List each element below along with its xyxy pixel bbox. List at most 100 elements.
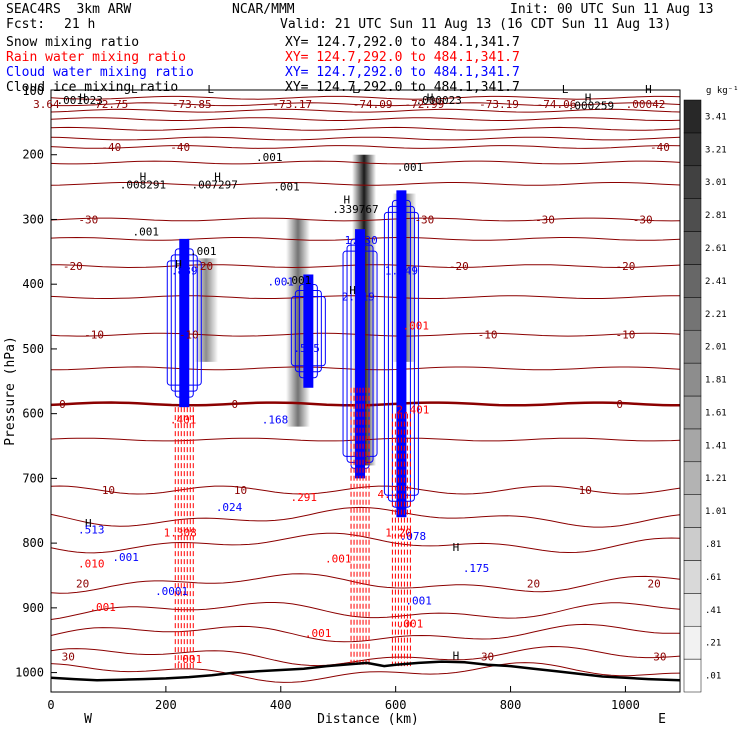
value-label: .339767: [332, 203, 378, 216]
colorbar-label: 1.81: [705, 376, 727, 386]
temperature-contour: [50, 662, 681, 683]
init-time: Init: 00 UTC Sun 11 Aug 13: [510, 2, 714, 17]
value-label: .0001: [155, 585, 188, 598]
temperature-contour: [50, 108, 681, 113]
value-label: .001: [256, 151, 283, 164]
temperature-contour: [50, 117, 681, 121]
colorbar-label: 1.01: [705, 507, 727, 517]
y-top-label: 100: [22, 84, 44, 98]
extremum-marker: L: [207, 83, 214, 96]
colorbar-swatch: [683, 658, 702, 693]
temperature-label: -30: [633, 213, 653, 226]
top-contour-label: -72.75: [89, 98, 129, 111]
colorbar-swatch: [683, 593, 702, 627]
value-label: .001023: [57, 94, 103, 107]
colorbar-swatch: [683, 99, 702, 134]
value-label: .168: [262, 413, 289, 426]
value-label: .001: [133, 226, 160, 239]
temperature-label: -20: [63, 260, 83, 273]
colorbar-swatch: [683, 198, 702, 232]
colorbar-label: 2.81: [705, 211, 727, 221]
temperature-contours: [50, 95, 681, 683]
extremum-marker: H: [349, 284, 356, 297]
top-contour-label: .00042: [626, 98, 666, 111]
temperature-label: -30: [535, 213, 555, 226]
value-label: .001: [268, 275, 295, 288]
top-contour-label: -74.09: [353, 98, 393, 111]
temperature-contour: [50, 126, 681, 131]
cloud-1-contour: [166, 260, 202, 386]
cloud-1-contour: [174, 248, 194, 398]
temperature-contour: [50, 645, 681, 667]
temperature-label: -10: [615, 329, 635, 342]
forecast-label: Fcst:: [6, 17, 46, 32]
value-label: .513: [78, 523, 105, 536]
colorbar-label: .81: [705, 540, 721, 550]
temperature-contour: [50, 532, 681, 554]
colorbar-swatch: [683, 494, 702, 528]
temperature-label: -40: [650, 141, 670, 154]
temperature-contour: [50, 145, 681, 149]
temperature-contour: [50, 401, 680, 407]
y-tick-label: 1000: [15, 666, 44, 680]
cloud-1-core: [179, 238, 190, 408]
temperature-contour: [50, 485, 681, 495]
value-label: .545: [293, 342, 320, 355]
temperature-contour: [50, 295, 680, 299]
snow-shade-column: [194, 258, 219, 362]
extremum-marker: H: [85, 517, 92, 530]
colorbar-swatch: [683, 297, 702, 331]
value-label: .007297: [192, 178, 238, 191]
temperature-contour: [51, 366, 681, 371]
temperature-contour: [50, 95, 681, 100]
y-tick-label: 500: [22, 342, 44, 356]
extremum-marker: H: [140, 171, 147, 184]
temperature-label: -20: [193, 260, 213, 273]
cloud-4-core: [396, 190, 407, 518]
temperature-contour: [50, 437, 681, 442]
terrain-line: [50, 660, 681, 682]
temperature-label: 10: [102, 484, 115, 497]
colorbar-label: 1.41: [705, 441, 727, 451]
colorbar-label: 2.21: [705, 310, 727, 320]
colorbar-label: 2.61: [705, 244, 727, 254]
legend-cloud-ice-label: Cloud ice mixing ratio: [6, 80, 179, 95]
temperature-contour: [50, 102, 681, 107]
value-label: .078: [400, 530, 427, 543]
legend-cloud-water-xy: XY= 124.7,292.0 to 484.1,341.7: [285, 65, 520, 80]
temperature-label: -30: [78, 213, 98, 226]
cloud-1-contour: [170, 254, 198, 392]
temperature-contour: [50, 217, 681, 222]
extremum-marker: H: [645, 83, 652, 96]
colorbar-swatch: [683, 428, 702, 463]
value-label: .401: [170, 413, 197, 426]
colorbar-label: .41: [705, 606, 721, 616]
value-label: .889: [171, 264, 198, 277]
temperature-contour: [50, 602, 681, 620]
y-tick-label: 400: [22, 277, 44, 291]
forecast-hour: 21 h: [64, 17, 96, 32]
extremum-marker: L: [131, 83, 138, 96]
extremum-marker: H: [453, 541, 460, 554]
extremum-marker: H: [214, 171, 221, 184]
colorbar-swatch: [683, 560, 702, 594]
temperature-contour: [50, 236, 681, 241]
value-label: .001: [305, 627, 332, 640]
colorbar-swatch: [683, 132, 702, 167]
colorbar-label: 3.01: [705, 178, 727, 188]
value-label: .001: [285, 274, 312, 287]
temperature-label: -40: [101, 141, 121, 154]
y-tick-label: 800: [22, 536, 44, 550]
temperature-label: -10: [84, 329, 104, 342]
colorbar-swatch: [683, 329, 702, 364]
extremum-marker: L: [352, 83, 359, 96]
axes: 0 200 400 600 800 100020030040050060070080090…: [15, 148, 640, 712]
x-axis-label: Distance (km): [317, 712, 419, 727]
temperature-label: 30: [653, 650, 666, 663]
temperature-contour: [51, 264, 681, 269]
y-axis-label: Pressure (hPa): [3, 336, 18, 446]
value-label: .001: [176, 653, 203, 666]
value-label: 1.830: [345, 234, 378, 247]
x-tick-label: 600: [385, 698, 407, 712]
